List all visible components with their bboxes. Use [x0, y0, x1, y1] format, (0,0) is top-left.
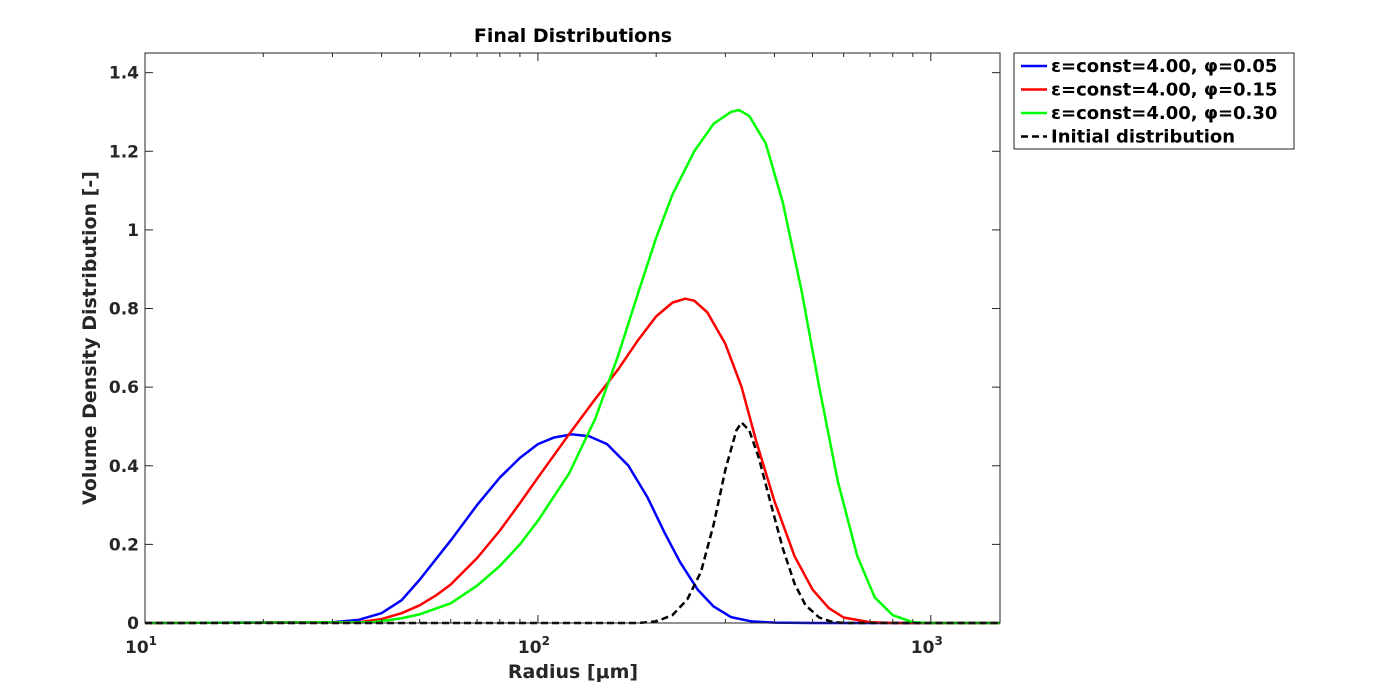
- y-tick-label: 0: [127, 614, 139, 634]
- y-tick-label: 1: [127, 221, 139, 241]
- legend-label-1: ε=const=4.00, φ=0.05: [1051, 56, 1277, 77]
- series-line-4: [145, 421, 1000, 625]
- y-tick-label: 1.2: [109, 142, 139, 162]
- y-tick-label: 0.2: [109, 535, 139, 555]
- series-line-2: [144, 297, 1000, 625]
- chart-title: Final Distributions: [474, 25, 672, 47]
- legend-label-2: ε=const=4.00, φ=0.15: [1051, 80, 1277, 101]
- y-tick-label: 1.4: [109, 64, 139, 84]
- axes-frame: [144, 52, 1001, 624]
- y-axis-title: Volume Density Distribution [-]: [79, 171, 101, 505]
- x-tick-label: 102: [518, 634, 550, 658]
- x-axis-title: Radius [μm]: [508, 661, 638, 683]
- plot-area: [145, 53, 1000, 623]
- legend-label-4: Initial distribution: [1051, 127, 1235, 148]
- series-line-1: [144, 433, 1000, 625]
- x-tick-label: 101: [125, 634, 157, 658]
- y-tick-label: 0.6: [109, 378, 139, 398]
- y-tick-label: 0.8: [109, 300, 139, 320]
- series-line-3: [144, 108, 1000, 625]
- legend-label-3: ε=const=4.00, φ=0.30: [1051, 103, 1277, 124]
- legend: ε=const=4.00, φ=0.05 ε=const=4.00, φ=0.15…: [1013, 52, 1295, 150]
- x-tick-label: 103: [911, 634, 943, 658]
- y-tick-label: 0.4: [109, 457, 139, 477]
- legend-box: [1013, 52, 1295, 150]
